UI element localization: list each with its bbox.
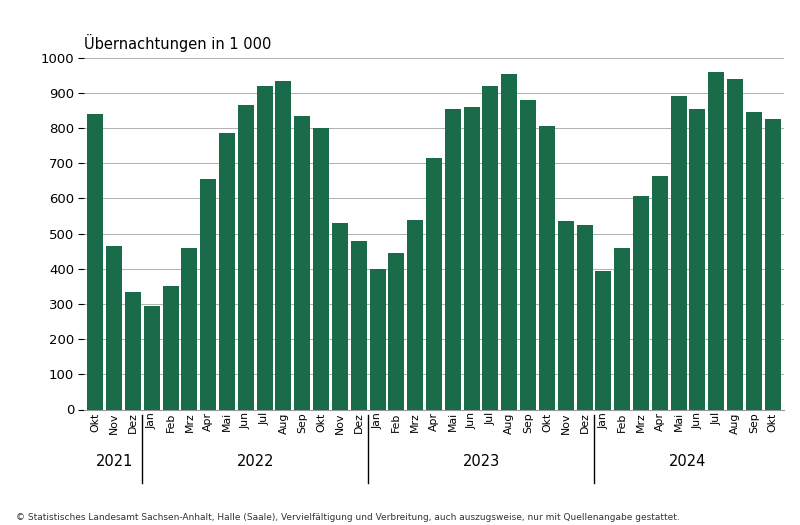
Bar [614,248,630,410]
Bar [257,86,273,410]
Bar [313,128,329,410]
Bar [708,72,724,410]
Bar [464,107,480,410]
Bar [275,81,291,410]
Text: 2021: 2021 [95,455,133,469]
Bar [426,158,442,410]
Bar [445,109,461,410]
Bar [633,196,649,410]
Bar [652,175,668,410]
Bar [162,287,178,410]
Bar [200,179,216,410]
Bar [746,112,762,410]
Bar [125,292,141,410]
Bar [219,133,235,410]
Bar [558,222,574,410]
Bar [482,86,498,410]
Bar [370,269,386,410]
Text: 2024: 2024 [670,455,706,469]
Bar [294,116,310,410]
Text: 2023: 2023 [462,455,500,469]
Bar [539,127,555,410]
Bar [87,114,103,410]
Bar [502,74,518,410]
Bar [577,225,593,410]
Bar [106,246,122,410]
Text: Übernachtungen in 1 000: Übernachtungen in 1 000 [84,35,271,52]
Bar [238,105,254,410]
Bar [144,306,160,410]
Bar [332,223,348,410]
Bar [350,240,366,410]
Bar [182,248,198,410]
Bar [727,79,743,410]
Bar [407,219,423,410]
Text: 2022: 2022 [237,455,274,469]
Bar [595,270,611,410]
Bar [670,97,686,410]
Bar [388,253,404,410]
Text: © Statistisches Landesamt Sachsen-Anhalt, Halle (Saale), Vervielfältigung und Ve: © Statistisches Landesamt Sachsen-Anhalt… [16,513,680,522]
Bar [520,100,536,410]
Bar [765,119,781,410]
Bar [690,109,706,410]
